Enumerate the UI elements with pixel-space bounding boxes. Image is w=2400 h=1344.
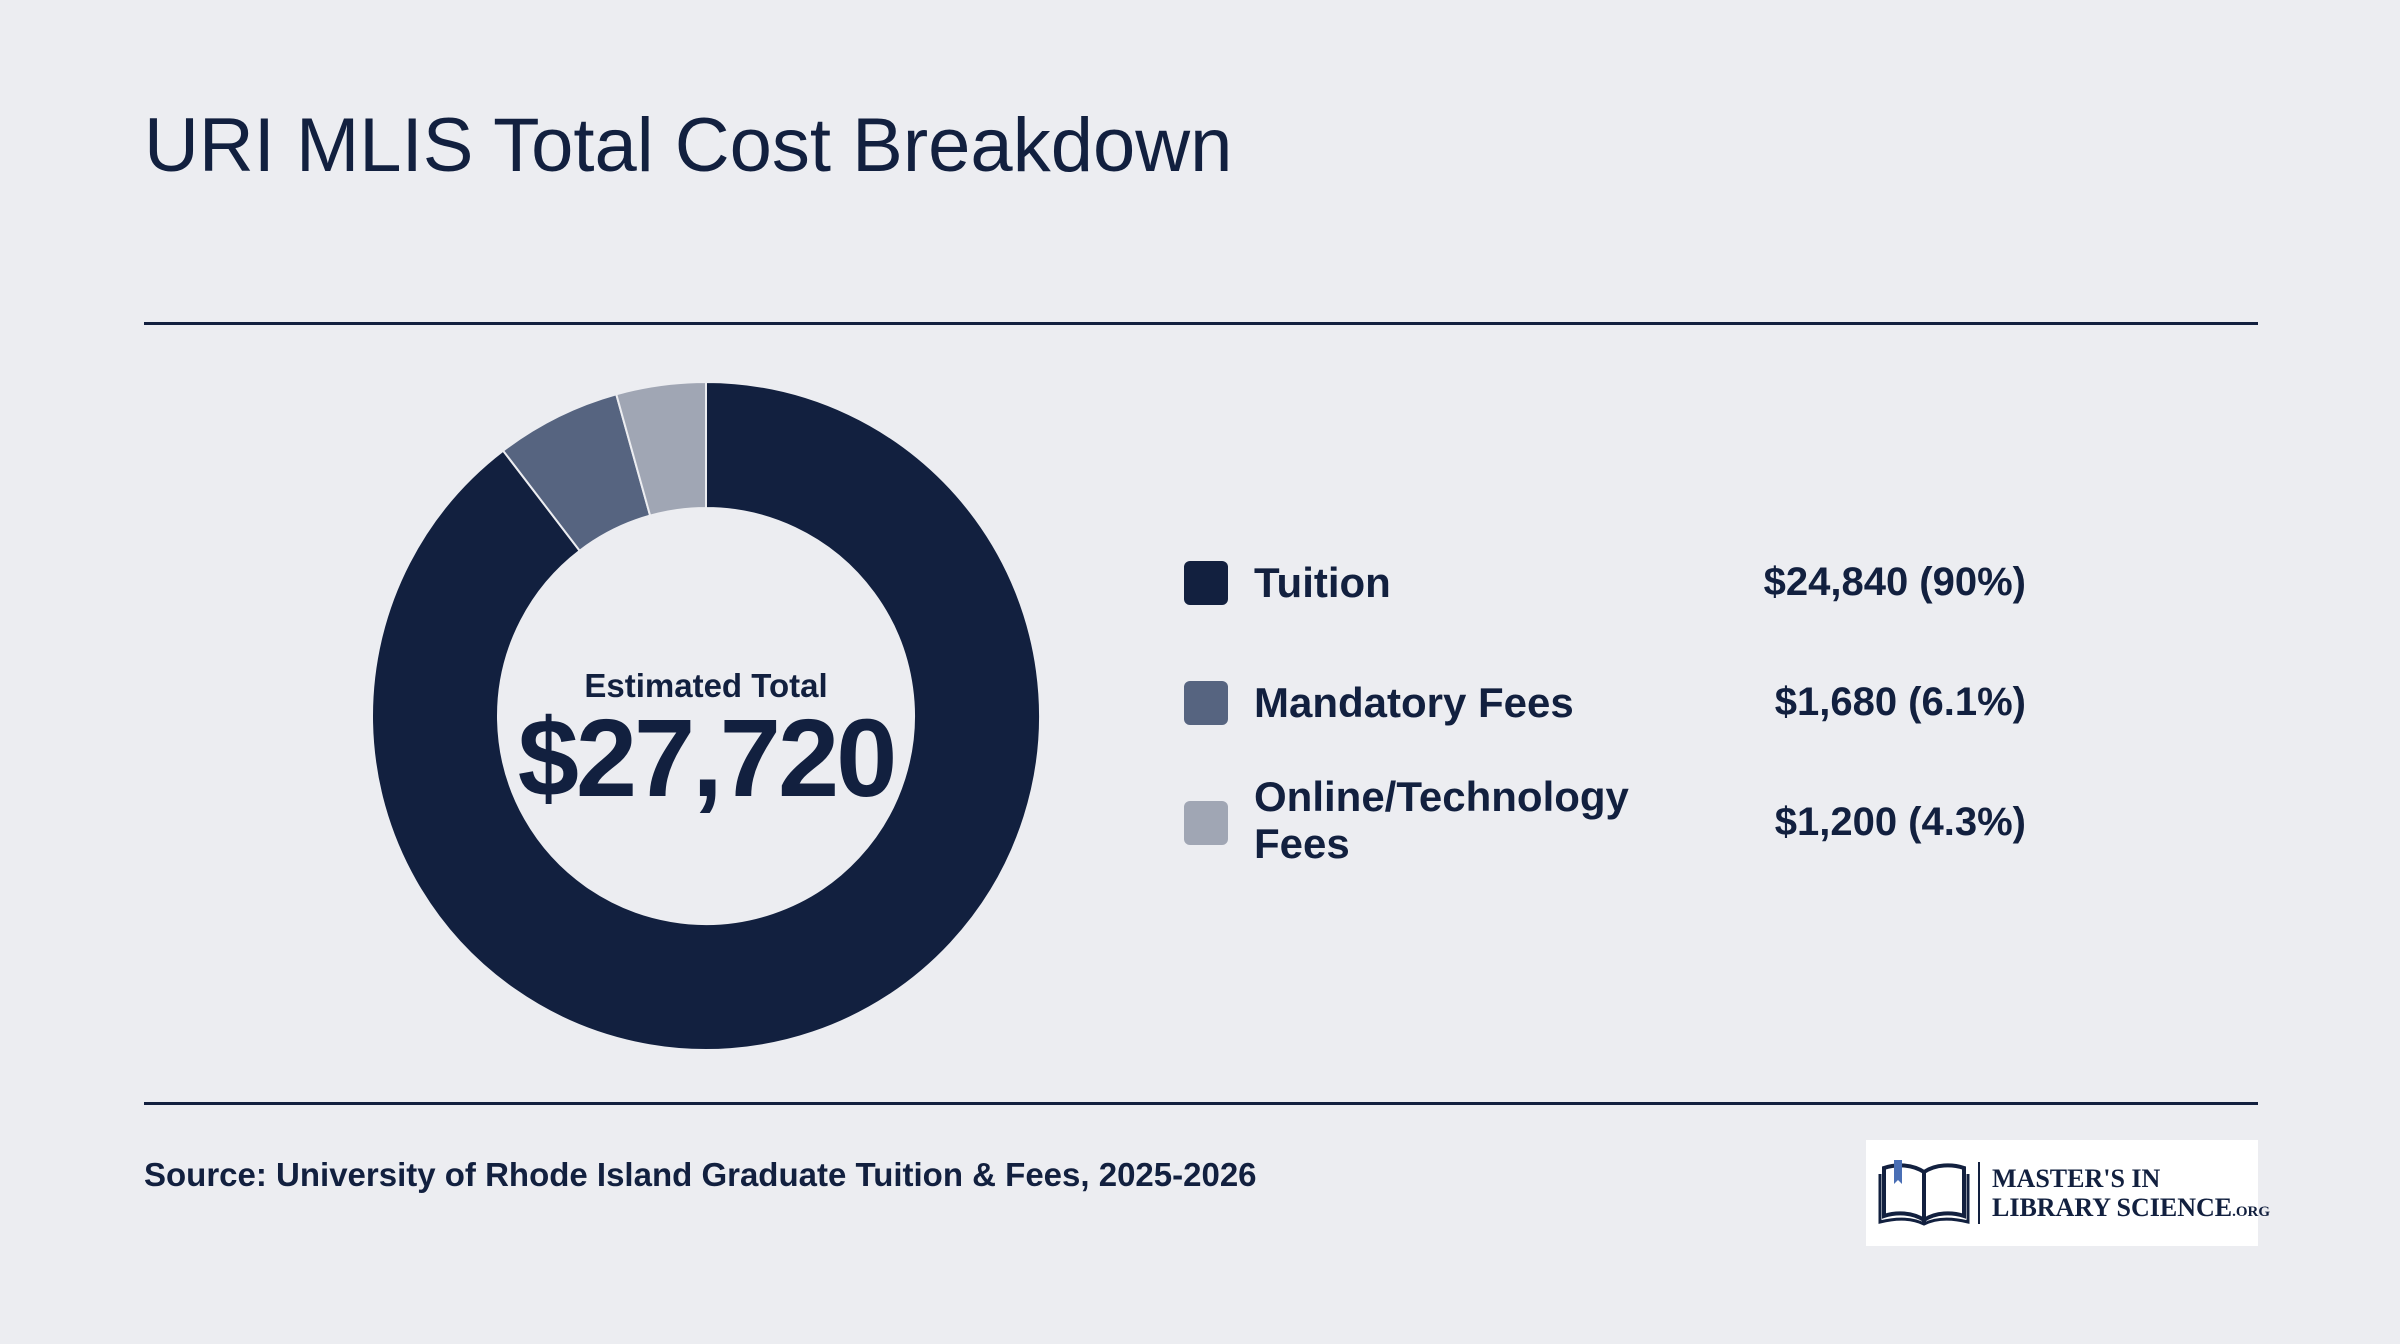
chart-title: URI MLIS Total Cost Breakdown bbox=[144, 103, 1233, 188]
legend-swatch bbox=[1184, 801, 1228, 845]
legend-value: $1,200 (4.3%) bbox=[1774, 800, 2026, 844]
center-label: Estimated Total bbox=[584, 667, 828, 704]
legend-value: $1,680 (6.1%) bbox=[1774, 680, 2026, 724]
legend-swatch bbox=[1184, 681, 1228, 725]
bottom-divider bbox=[144, 1102, 2258, 1105]
open-book-icon bbox=[1878, 1160, 1970, 1226]
donut-svg bbox=[371, 380, 1041, 1051]
site-logo: MASTER'S IN LIBRARY SCIENCE.ORG bbox=[1866, 1140, 2270, 1246]
legend-label: Tuition bbox=[1254, 559, 1391, 606]
legend-label: Mandatory Fees bbox=[1254, 679, 1574, 726]
logo-divider bbox=[1978, 1162, 1980, 1224]
legend-label: Online/Technology Fees bbox=[1254, 773, 1629, 867]
legend-swatch bbox=[1184, 561, 1228, 605]
donut-chart: Estimated Total $27,720 bbox=[370, 380, 1042, 1052]
logo-wordmark: MASTER'S IN LIBRARY SCIENCE.ORG bbox=[1992, 1164, 2270, 1227]
logo-line-1: MASTER'S IN bbox=[1992, 1164, 2161, 1193]
slice-online-technology-fees bbox=[615, 380, 707, 517]
logo-line-2: LIBRARY SCIENCE bbox=[1992, 1193, 2233, 1222]
legend-value: $24,840 (90%) bbox=[1763, 560, 2026, 604]
center-total-value: $27,720 bbox=[517, 697, 898, 820]
logo-suffix: .ORG bbox=[2232, 1204, 2271, 1220]
slice-tuition bbox=[371, 380, 1041, 1051]
top-divider bbox=[144, 322, 2258, 325]
source-note: Source: University of Rhode Island Gradu… bbox=[144, 1156, 1257, 1193]
